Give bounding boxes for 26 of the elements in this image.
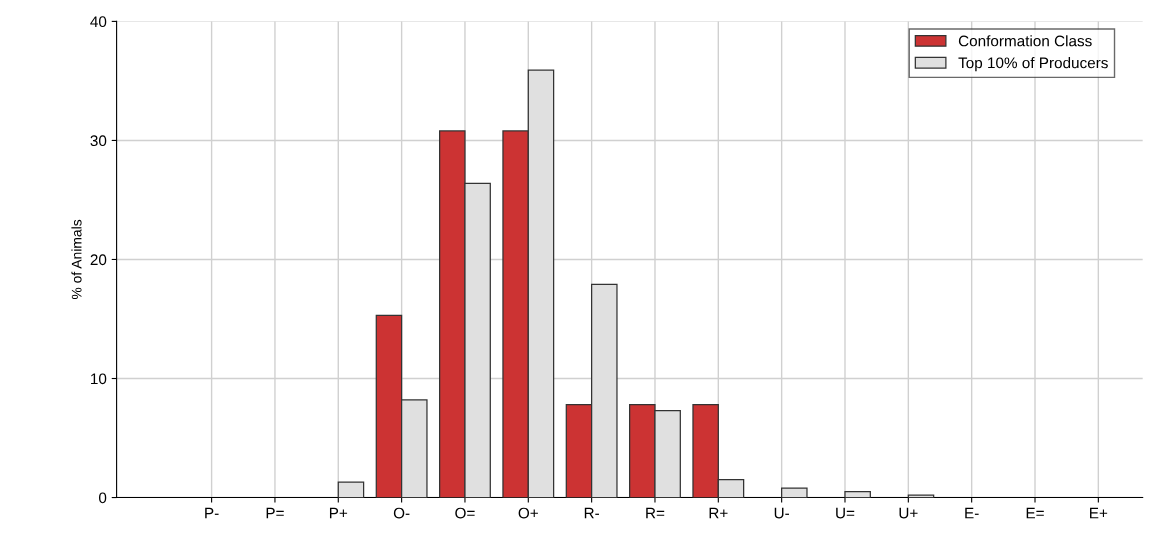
- x-tick-label: U+: [899, 507, 918, 519]
- x-tick-label: O=: [455, 507, 475, 519]
- x-tick-label: E=: [1026, 507, 1044, 519]
- x-tick-label: R+: [709, 507, 728, 519]
- x-tick-label: E+: [1090, 507, 1108, 519]
- x-tick-label: R-: [584, 507, 600, 519]
- legend-label: Conformation Class: [958, 35, 1092, 47]
- x-tick-label: E-: [965, 507, 979, 519]
- y-tick-label: 0: [98, 492, 107, 504]
- x-tick-label: P=: [266, 507, 284, 519]
- x-tick-label: U-: [774, 507, 790, 519]
- y-tick-label: 10: [91, 373, 107, 385]
- x-tick-label: P-: [205, 507, 219, 519]
- x-tick-label: P+: [329, 507, 348, 519]
- x-tick-label: O-: [393, 507, 410, 519]
- bar: [337, 481, 365, 498]
- x-tick-label: O+: [518, 507, 538, 519]
- y-tick-label: 20: [90, 254, 107, 266]
- x-tick-label: U=: [836, 507, 855, 519]
- legend-label: Top 10% of Producers: [958, 57, 1108, 72]
- y-tick-label: 40: [90, 16, 107, 28]
- y-axis-title: % of Animals: [71, 219, 82, 300]
- y-tick-label: 30: [90, 135, 107, 147]
- x-tick-label: R=: [646, 507, 665, 519]
- bar: [844, 490, 871, 498]
- bar: [781, 487, 808, 498]
